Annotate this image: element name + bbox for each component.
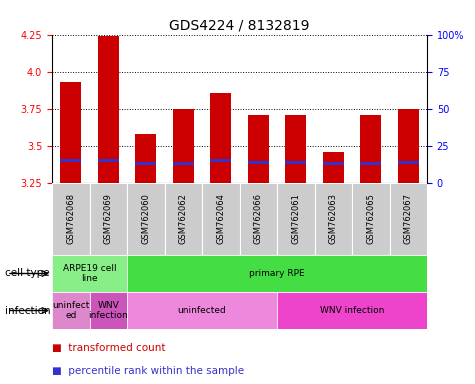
Text: cell type: cell type [5,268,49,278]
Text: GSM762060: GSM762060 [141,194,150,245]
FancyBboxPatch shape [127,292,277,329]
Bar [398,161,418,164]
FancyBboxPatch shape [202,183,239,255]
Bar [285,161,306,164]
Bar [210,159,231,162]
Text: GSM762069: GSM762069 [104,194,113,245]
Bar [210,93,231,183]
Text: uninfected: uninfected [178,306,227,315]
FancyBboxPatch shape [314,183,352,255]
Text: ■  transformed count: ■ transformed count [52,343,165,353]
Bar [173,109,194,183]
Text: GSM762064: GSM762064 [216,194,225,245]
Bar [398,109,418,183]
Text: uninfect
ed: uninfect ed [52,301,89,320]
FancyBboxPatch shape [52,292,89,329]
Text: primary RPE: primary RPE [249,269,305,278]
FancyBboxPatch shape [352,183,390,255]
FancyBboxPatch shape [277,292,427,329]
Bar [285,115,306,183]
Bar [60,82,81,183]
Bar [135,162,156,165]
Bar [98,159,119,162]
Text: GSM762065: GSM762065 [366,194,375,245]
Text: WNV infection: WNV infection [320,306,384,315]
Bar [248,115,268,183]
FancyBboxPatch shape [127,255,427,292]
FancyBboxPatch shape [89,183,127,255]
Text: GSM762067: GSM762067 [404,194,413,245]
Bar [135,134,156,183]
Text: ■  percentile rank within the sample: ■ percentile rank within the sample [52,366,244,376]
FancyBboxPatch shape [52,255,127,292]
FancyBboxPatch shape [239,183,277,255]
FancyBboxPatch shape [277,183,314,255]
Bar [323,162,343,165]
Text: infection: infection [5,306,50,316]
Text: GSM762062: GSM762062 [179,194,188,245]
Bar [323,152,343,183]
Text: ARPE19 cell
line: ARPE19 cell line [63,264,116,283]
Text: GSM762068: GSM762068 [66,194,75,245]
Bar [173,162,194,165]
Bar [60,159,81,162]
Bar [248,161,268,164]
Title: GDS4224 / 8132819: GDS4224 / 8132819 [169,18,310,32]
Bar [361,162,381,165]
FancyBboxPatch shape [127,183,164,255]
FancyBboxPatch shape [89,292,127,329]
Text: GSM762066: GSM762066 [254,194,263,245]
FancyBboxPatch shape [52,183,89,255]
Text: WNV
infection: WNV infection [88,301,128,320]
Bar [361,115,381,183]
FancyBboxPatch shape [390,183,427,255]
Text: GSM762061: GSM762061 [291,194,300,245]
Text: GSM762063: GSM762063 [329,194,338,245]
Bar [98,36,119,183]
FancyBboxPatch shape [164,183,202,255]
